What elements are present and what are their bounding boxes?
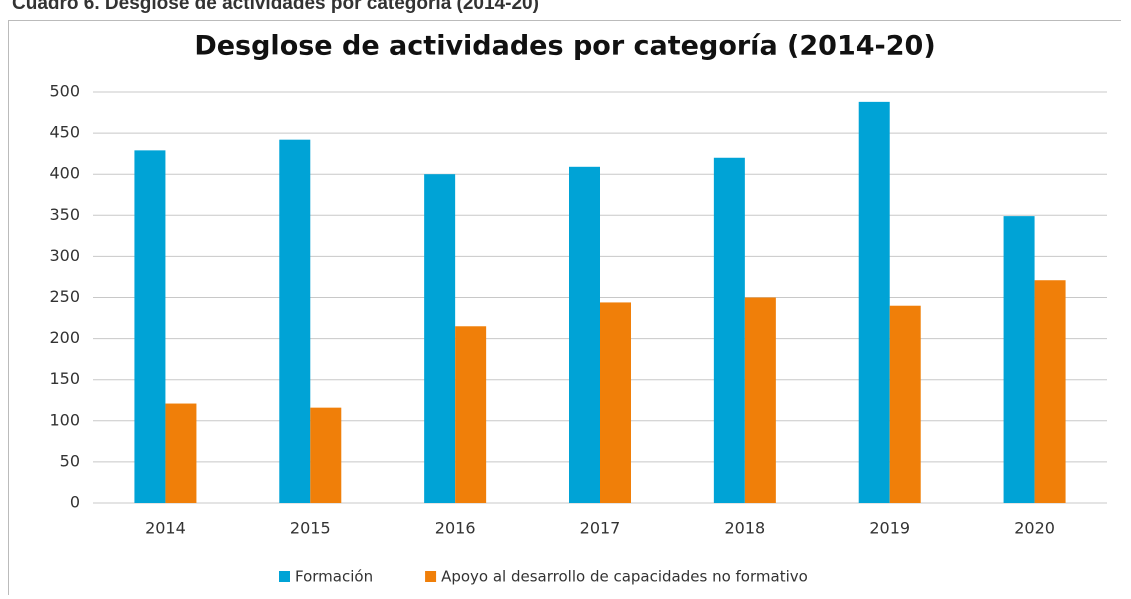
legend-swatch xyxy=(425,571,437,582)
bar xyxy=(1003,216,1035,503)
bar xyxy=(744,297,776,503)
x-tick-label: 2016 xyxy=(435,519,476,538)
x-tick-label: 2017 xyxy=(580,519,621,538)
legend-label: Apoyo al desarrollo de capacidades no fo… xyxy=(441,568,808,586)
bar xyxy=(134,150,166,503)
y-tick-label: 300 xyxy=(49,246,80,265)
chart-title: Desglose de actividades por categoría (2… xyxy=(194,31,935,62)
bar xyxy=(165,403,197,503)
bar xyxy=(424,174,456,503)
bar xyxy=(889,305,921,503)
bar xyxy=(279,139,311,503)
y-tick-label: 450 xyxy=(49,123,80,142)
x-tick-label: 2018 xyxy=(724,519,765,538)
y-tick-label: 400 xyxy=(49,164,80,183)
bar xyxy=(713,157,745,503)
x-tick-label: 2019 xyxy=(869,519,910,538)
frame xyxy=(8,20,1121,595)
x-tick-label: 2020 xyxy=(1014,519,1055,538)
bar xyxy=(455,326,487,503)
bar xyxy=(310,407,342,503)
x-tick-label: 2015 xyxy=(290,519,331,538)
bar xyxy=(600,302,631,503)
y-tick-label: 500 xyxy=(49,82,80,101)
bar xyxy=(858,101,890,503)
x-tick-label: 2014 xyxy=(145,519,186,538)
caption: Cuadro 6. Desglose de actividades por ca… xyxy=(12,0,539,14)
y-tick-label: 50 xyxy=(60,451,80,470)
y-tick-label: 150 xyxy=(49,369,80,388)
y-tick-label: 250 xyxy=(49,287,80,306)
bar xyxy=(1034,280,1066,503)
legend-swatch xyxy=(279,571,290,582)
bar xyxy=(569,166,600,503)
y-tick-label: 0 xyxy=(70,493,80,512)
y-tick-label: 100 xyxy=(49,410,80,429)
legend-label: Formación xyxy=(295,568,373,586)
y-tick-label: 200 xyxy=(49,328,80,347)
y-tick-label: 350 xyxy=(49,205,80,224)
